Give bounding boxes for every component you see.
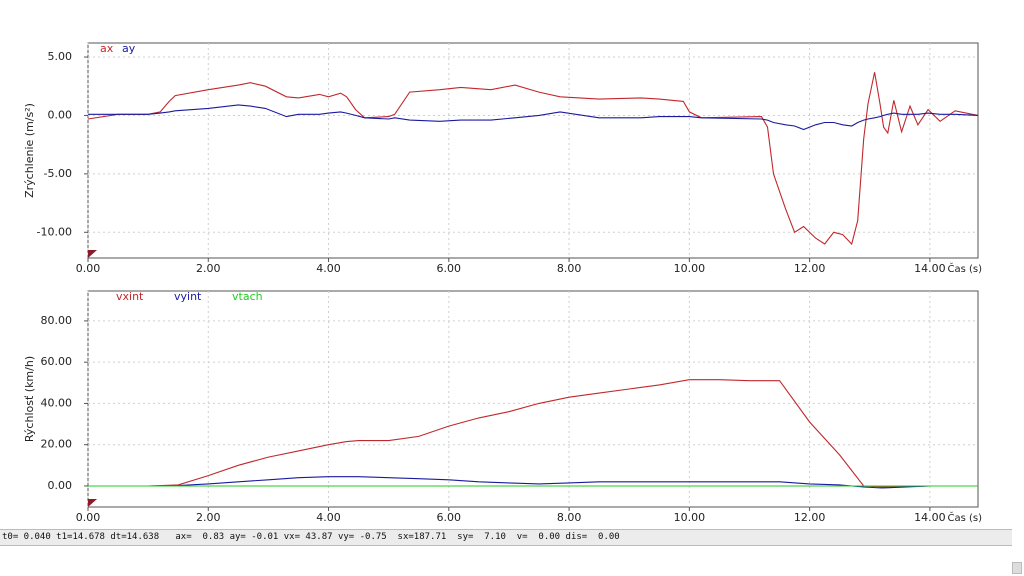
y-tick-label: -5.00: [44, 167, 72, 180]
x-tick-label: 12.00: [794, 262, 826, 275]
x-tick-label: 6.00: [437, 511, 462, 524]
x-tick-label: 8.00: [557, 511, 582, 524]
y-tick-label: 60.00: [41, 355, 73, 368]
legend-entry: vxint: [116, 290, 144, 303]
y-tick-label: 5.00: [48, 50, 73, 63]
x-tick-label: 12.00: [794, 511, 826, 524]
cursor-marker: [88, 499, 97, 507]
x-tick-label: 4.00: [316, 262, 341, 275]
legend-entry: vtach: [232, 290, 263, 303]
x-tick-label: 0.00: [76, 262, 101, 275]
legend-entry: vyint: [174, 290, 202, 303]
y-tick-label: -10.00: [37, 225, 72, 238]
x-tick-label: 2.00: [196, 511, 221, 524]
x-tick-label: 10.00: [674, 511, 706, 524]
y-axis-title: Rýchlosť (km/h): [23, 356, 36, 442]
y-tick-label: 0.00: [48, 108, 73, 121]
plot-area: [87, 290, 979, 508]
data-line: [88, 104, 979, 131]
resize-grip[interactable]: [1012, 562, 1022, 574]
x-axis-title: Čas (s): [947, 511, 982, 524]
x-tick-label: 14.00: [914, 262, 946, 275]
x-tick-label: 2.00: [196, 262, 221, 275]
x-axis-title: Čas (s): [947, 262, 982, 275]
x-tick-label: 10.00: [674, 262, 706, 275]
x-tick-label: 0.00: [76, 511, 101, 524]
legend-entry: ay: [122, 42, 136, 55]
x-tick-label: 14.00: [914, 511, 946, 524]
y-tick-label: 80.00: [41, 314, 73, 327]
status-bar: t0= 0.040 t1=14.678 dt=14.638 ax= 0.83 a…: [0, 529, 1012, 546]
data-line: [87, 72, 979, 246]
data-line: [88, 379, 978, 488]
x-tick-label: 4.00: [316, 511, 341, 524]
cursor-marker: [88, 250, 97, 258]
x-tick-label: 6.00: [437, 262, 462, 275]
charts: 0.00 2.00 4.00 6.00 8.00 10.00 12.00 14.00 -10.0…: [23, 42, 982, 524]
y-tick-label: 0.00: [48, 479, 73, 492]
y-axis-title: Zrýchlenie (m/s²): [23, 103, 36, 198]
x-tick-label: 8.00: [557, 262, 582, 275]
legend-entry: ax: [100, 42, 114, 55]
y-tick-label: 20.00: [41, 438, 73, 451]
y-tick-label: 40.00: [41, 396, 73, 409]
plot-area: [87, 42, 979, 259]
data-line: [88, 476, 978, 489]
